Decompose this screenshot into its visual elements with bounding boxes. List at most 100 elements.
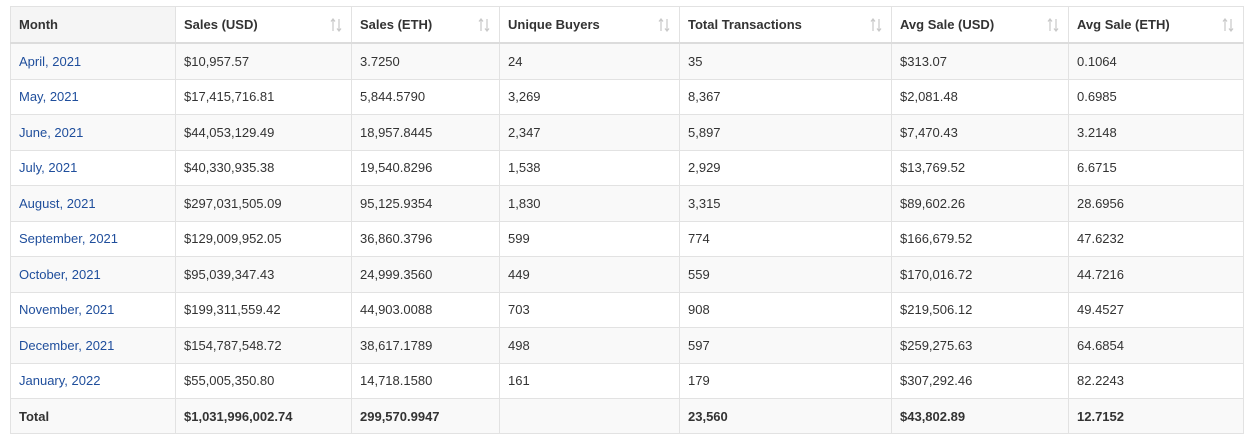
cell-sales-eth: 38,617.1789: [351, 327, 500, 364]
table-footer: Total $1,031,996,002.74 299,570.9947 23,560…: [10, 398, 1244, 434]
cell-total-transactions: 2,929: [679, 149, 892, 186]
month-link[interactable]: August, 2021: [10, 185, 176, 222]
cell-unique-buyers: 1,538: [499, 149, 680, 186]
column-header-avg-sale-usd[interactable]: Avg Sale (USD): [891, 6, 1069, 44]
cell-avg-sale-usd: $7,470.43: [891, 114, 1069, 151]
column-header-total-transactions[interactable]: Total Transactions: [679, 6, 892, 44]
month-link[interactable]: September, 2021: [10, 220, 176, 257]
total-label: Total: [10, 398, 176, 434]
month-link[interactable]: May, 2021: [10, 78, 176, 115]
cell-sales-usd: $154,787,548.72: [175, 327, 352, 364]
cell-total-transactions: 3,315: [679, 185, 892, 222]
cell-unique-buyers: 161: [499, 362, 680, 399]
cell-sales-eth: 44,903.0088: [351, 291, 500, 328]
cell-total-transactions: 597: [679, 327, 892, 364]
total-unique-buyers: [499, 398, 680, 434]
table-row: December, 2021 $154,787,548.72 38,617.1789…: [10, 327, 1244, 364]
column-header-unique-buyers[interactable]: Unique Buyers: [499, 6, 680, 44]
column-header-month: Month: [10, 6, 176, 44]
total-sales-eth: 299,570.9947: [351, 398, 500, 434]
cell-avg-sale-eth: 44.7216: [1068, 256, 1244, 293]
cell-unique-buyers: 24: [499, 42, 680, 80]
sort-arrows-icon[interactable]: [870, 17, 882, 32]
cell-sales-eth: 24,999.3560: [351, 256, 500, 293]
cell-total-transactions: 908: [679, 291, 892, 328]
cell-total-transactions: 774: [679, 220, 892, 257]
total-row: Total $1,031,996,002.74 299,570.9947 23,560…: [10, 398, 1244, 434]
cell-unique-buyers: 703: [499, 291, 680, 328]
table-row: August, 2021 $297,031,505.09 95,125.9354 1,…: [10, 185, 1244, 222]
cell-avg-sale-usd: $166,679.52: [891, 220, 1069, 257]
cell-avg-sale-eth: 82.2243: [1068, 362, 1244, 399]
table-row: September, 2021 $129,009,952.05 36,860.379…: [10, 220, 1244, 257]
cell-avg-sale-usd: $89,602.26: [891, 185, 1069, 222]
total-sales-usd: $1,031,996,002.74: [175, 398, 352, 434]
cell-sales-eth: 19,540.8296: [351, 149, 500, 186]
sort-arrows-icon[interactable]: [658, 17, 670, 32]
sort-arrows-icon[interactable]: [1222, 17, 1234, 32]
month-link[interactable]: October, 2021: [10, 256, 176, 293]
total-total-transactions: 23,560: [679, 398, 892, 434]
cell-unique-buyers: 449: [499, 256, 680, 293]
month-link[interactable]: January, 2022: [10, 362, 176, 399]
cell-sales-eth: 95,125.9354: [351, 185, 500, 222]
cell-avg-sale-usd: $313.07: [891, 42, 1069, 80]
column-header-label: Total Transactions: [688, 17, 802, 32]
column-header-sales-usd[interactable]: Sales (USD): [175, 6, 352, 44]
month-link[interactable]: July, 2021: [10, 149, 176, 186]
table-header: Month Sales (USD) Sales (ETH) Unique Buyers…: [10, 6, 1244, 44]
cell-sales-usd: $199,311,559.42: [175, 291, 352, 328]
column-header-label: Unique Buyers: [508, 17, 600, 32]
table-row: November, 2021 $199,311,559.42 44,903.0088…: [10, 291, 1244, 328]
table-row: October, 2021 $95,039,347.43 24,999.3560 44…: [10, 256, 1244, 293]
cell-total-transactions: 8,367: [679, 78, 892, 115]
cell-sales-usd: $297,031,505.09: [175, 185, 352, 222]
month-link[interactable]: November, 2021: [10, 291, 176, 328]
column-header-avg-sale-eth[interactable]: Avg Sale (ETH): [1068, 6, 1244, 44]
column-header-label: Sales (ETH): [360, 17, 433, 32]
cell-sales-usd: $40,330,935.38: [175, 149, 352, 186]
cell-sales-usd: $44,053,129.49: [175, 114, 352, 151]
cell-sales-eth: 3.7250: [351, 42, 500, 80]
cell-avg-sale-eth: 49.4527: [1068, 291, 1244, 328]
cell-sales-usd: $17,415,716.81: [175, 78, 352, 115]
cell-avg-sale-eth: 3.2148: [1068, 114, 1244, 151]
sort-arrows-icon[interactable]: [330, 17, 342, 32]
month-link[interactable]: April, 2021: [10, 42, 176, 80]
cell-avg-sale-usd: $219,506.12: [891, 291, 1069, 328]
cell-total-transactions: 179: [679, 362, 892, 399]
cell-avg-sale-usd: $259,275.63: [891, 327, 1069, 364]
cell-sales-eth: 14,718.1580: [351, 362, 500, 399]
cell-avg-sale-eth: 64.6854: [1068, 327, 1244, 364]
column-header-label: Avg Sale (ETH): [1077, 17, 1170, 32]
cell-unique-buyers: 2,347: [499, 114, 680, 151]
cell-avg-sale-eth: 0.1064: [1068, 42, 1244, 80]
cell-total-transactions: 5,897: [679, 114, 892, 151]
column-header-sales-eth[interactable]: Sales (ETH): [351, 6, 500, 44]
cell-sales-usd: $129,009,952.05: [175, 220, 352, 257]
sort-arrows-icon[interactable]: [1047, 17, 1059, 32]
sort-arrows-icon[interactable]: [478, 17, 490, 32]
cell-avg-sale-usd: $13,769.52: [891, 149, 1069, 186]
table-row: January, 2022 $55,005,350.80 14,718.1580 16…: [10, 362, 1244, 399]
month-link[interactable]: June, 2021: [10, 114, 176, 151]
table-row: May, 2021 $17,415,716.81 5,844.5790 3,269 8,…: [10, 78, 1244, 115]
table-row: June, 2021 $44,053,129.49 18,957.8445 2,347…: [10, 114, 1244, 151]
cell-sales-eth: 36,860.3796: [351, 220, 500, 257]
header-row: Month Sales (USD) Sales (ETH) Unique Buyers…: [10, 6, 1244, 44]
table-body: April, 2021 $10,957.57 3.7250 24 35 $313.07 0.…: [10, 42, 1244, 399]
cell-sales-usd: $10,957.57: [175, 42, 352, 80]
cell-sales-eth: 5,844.5790: [351, 78, 500, 115]
month-link[interactable]: December, 2021: [10, 327, 176, 364]
column-header-label: Avg Sale (USD): [900, 17, 995, 32]
cell-avg-sale-eth: 47.6232: [1068, 220, 1244, 257]
cell-total-transactions: 35: [679, 42, 892, 80]
cell-total-transactions: 559: [679, 256, 892, 293]
monthly-sales-table: Month Sales (USD) Sales (ETH) Unique Buyers…: [10, 6, 1244, 434]
cell-avg-sale-eth: 28.6956: [1068, 185, 1244, 222]
column-header-label: Sales (USD): [184, 17, 258, 32]
cell-sales-eth: 18,957.8445: [351, 114, 500, 151]
column-header-label: Month: [19, 17, 58, 32]
table-row: April, 2021 $10,957.57 3.7250 24 35 $313.07 0.…: [10, 42, 1244, 80]
cell-avg-sale-usd: $2,081.48: [891, 78, 1069, 115]
